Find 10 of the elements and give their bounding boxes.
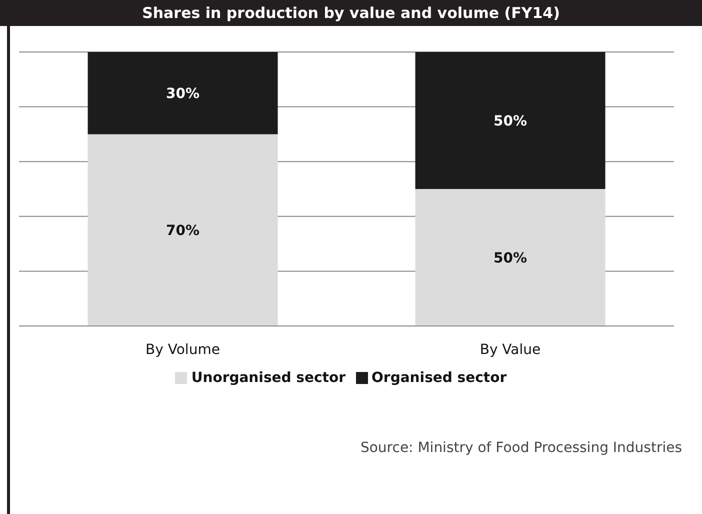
chart-title: Shares in production by value and volume (FY14) (0, 0, 702, 26)
data-label: 50% (494, 250, 528, 266)
legend-label: Organised sector (372, 370, 507, 386)
data-label: 70% (166, 223, 200, 240)
source-note: Source: Ministry of Food Processing Industries (360, 440, 682, 456)
x-tick-label: By Value (480, 342, 541, 358)
data-label: 50% (494, 114, 528, 130)
legend-label: Unorganised sector (191, 370, 346, 386)
data-label: 30% (166, 86, 200, 102)
x-tick-label: By Volume (146, 342, 220, 358)
